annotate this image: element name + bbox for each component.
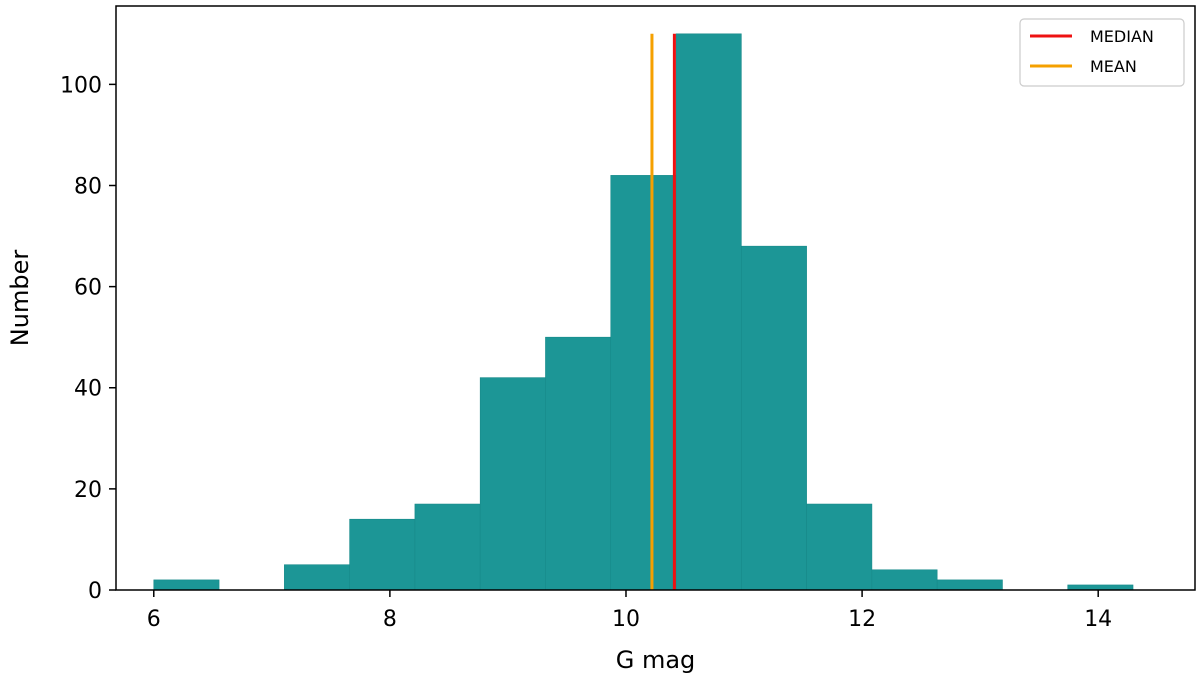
y-tick-label: 40 [74,377,102,402]
histogram-bar [284,564,350,591]
y-axis-ticks: 0 20 40 60 80 100 [60,73,116,604]
y-tick-label: 100 [60,73,102,98]
histogram-bars [153,33,1134,591]
legend: MEDIAN MEAN [1019,18,1185,87]
plot-frame [115,5,1196,591]
histogram-bar [610,175,677,591]
histogram-bar [479,377,546,591]
y-tick-label: 80 [74,174,102,199]
x-axis-ticks: 6 8 10 12 14 [147,590,1112,632]
x-axis-label: G mag [616,646,696,674]
histogram-bar [806,503,873,591]
x-tick-label: 8 [383,607,397,632]
x-tick-label: 10 [612,607,640,632]
x-tick-label: 14 [1084,607,1112,632]
y-tick-label: 20 [74,478,102,503]
x-tick-label: 12 [848,607,876,632]
histogram-bar [414,503,481,591]
legend-label-median: MEDIAN [1090,27,1154,46]
histogram-bar [675,33,742,591]
y-axis-label: Number [6,250,34,347]
histogram-bar [545,336,612,591]
y-tick-label: 0 [88,579,102,604]
histogram-bar [936,579,1003,591]
histogram-bar [153,579,220,591]
histogram-bar [349,518,416,591]
x-tick-label: 6 [147,607,161,632]
histogram-bar [741,245,807,591]
statistic-lines [650,33,676,590]
histogram-bar [1067,584,1134,591]
legend-label-mean: MEAN [1090,57,1137,76]
y-tick-label: 60 [74,276,102,301]
histogram-bar [871,569,938,591]
